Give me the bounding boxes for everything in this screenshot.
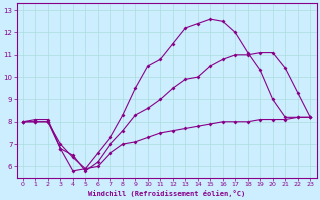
X-axis label: Windchill (Refroidissement éolien,°C): Windchill (Refroidissement éolien,°C) xyxy=(88,190,245,197)
